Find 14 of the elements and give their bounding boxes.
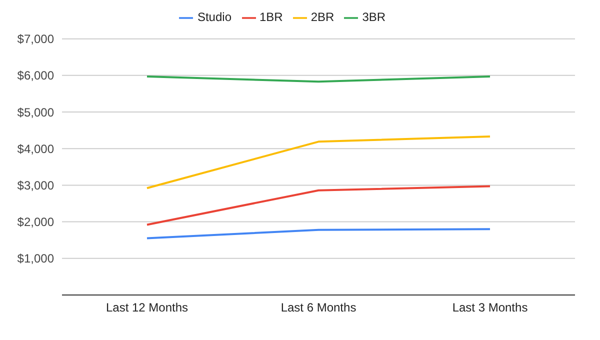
legend-label: 3BR [362,10,386,24]
y-tick-label: $3,000 [17,178,54,192]
x-tick-label: Last 3 Months [452,300,528,315]
legend-label: 1BR [260,10,283,24]
y-tick-label: $6,000 [17,68,54,83]
x-tick-label: Last 6 Months [280,300,356,315]
x-tick-label: Last 12 Months [106,300,188,315]
y-tick-label: $5,000 [17,105,54,120]
legend-label: Studio [197,10,232,24]
y-tick-label: $7,000 [17,32,54,46]
y-tick-label: $1,000 [17,252,54,266]
y-tick-label: $4,000 [17,142,54,156]
y-tick-label: $2,000 [17,215,54,230]
legend-label: 2BR [310,10,334,24]
